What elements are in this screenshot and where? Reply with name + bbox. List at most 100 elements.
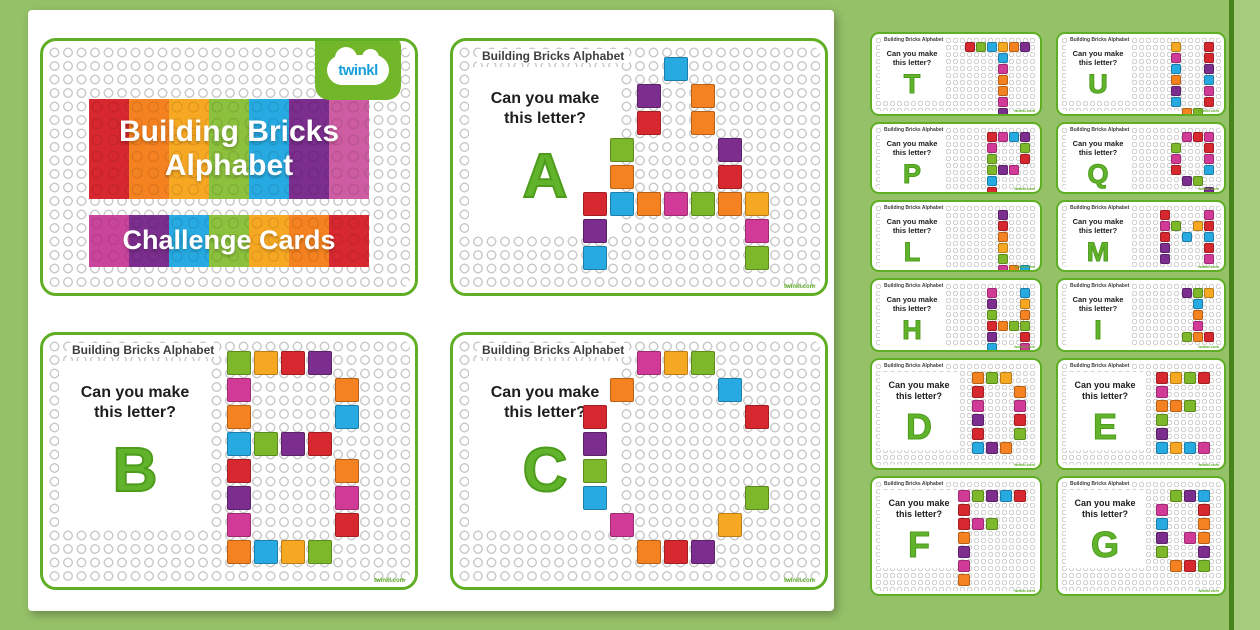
card-letter-f: Building Bricks Alphabet Can you make thi…	[870, 476, 1042, 596]
prompt-text: Can you make this letter?	[886, 295, 938, 313]
brick	[976, 42, 986, 52]
brick	[1204, 254, 1214, 264]
brick	[1204, 75, 1214, 85]
brick	[1171, 64, 1181, 74]
brick-area	[987, 132, 1030, 192]
brick	[1156, 546, 1168, 558]
card-header: Building Bricks Alphabet	[1068, 481, 1132, 487]
brick-area	[1171, 42, 1214, 114]
brick	[691, 111, 715, 135]
brick	[1204, 154, 1214, 164]
brick	[1009, 321, 1019, 331]
card-letter-c: Building Bricks Alphabet Can you make th…	[450, 332, 828, 590]
brick	[1182, 108, 1192, 114]
brick	[637, 111, 661, 135]
banner-segment	[209, 215, 249, 267]
brick	[718, 192, 742, 216]
brick	[1009, 165, 1019, 175]
brick	[1193, 108, 1203, 114]
brick	[610, 378, 634, 402]
brick	[1014, 414, 1026, 426]
brick	[718, 378, 742, 402]
brick	[1020, 143, 1030, 153]
prompt-text: Can you make this letter?	[490, 384, 600, 421]
card-footer: twinkl.com	[1198, 588, 1219, 593]
brick	[987, 299, 997, 309]
brick	[745, 246, 769, 270]
banner-segment	[169, 215, 209, 267]
brick	[583, 432, 607, 456]
brick	[986, 490, 998, 502]
card-header: Building Bricks Alphabet	[477, 343, 630, 357]
brick	[610, 165, 634, 189]
brick	[1184, 490, 1196, 502]
letter-display: E	[1092, 405, 1117, 447]
brick	[1184, 400, 1196, 412]
brick-area	[965, 42, 1030, 114]
brick	[1171, 42, 1181, 52]
banner-segment	[89, 215, 129, 267]
brick	[1198, 504, 1210, 516]
banner-segment	[289, 215, 329, 267]
brick	[1204, 187, 1214, 192]
brick	[1193, 332, 1203, 342]
brick	[1171, 53, 1181, 63]
prompt-text: Can you make this letter?	[888, 498, 950, 519]
card-letter-q: Building Bricks Alphabet Can you make thi…	[1056, 122, 1226, 194]
card-header: Building Bricks Alphabet	[1068, 127, 1132, 133]
brick	[1000, 490, 1012, 502]
brick	[637, 84, 661, 108]
brick	[1014, 400, 1026, 412]
brick	[987, 343, 997, 350]
brick	[986, 518, 998, 530]
brick	[691, 84, 715, 108]
brick-area	[1171, 132, 1214, 192]
brick	[987, 143, 997, 153]
brick	[998, 165, 1008, 175]
brick	[664, 192, 688, 216]
brick	[691, 540, 715, 564]
prompt-text: Can you make this letter?	[886, 139, 938, 157]
card-letter-t: Building Bricks Alphabet Can you make thi…	[870, 32, 1042, 116]
brick	[972, 400, 984, 412]
letter-display: A	[522, 141, 569, 212]
text-column: Can you make this letter? T	[880, 43, 944, 100]
brick	[1156, 518, 1168, 530]
brick	[1204, 132, 1214, 142]
letter-display: U	[1088, 69, 1108, 100]
brick	[972, 414, 984, 426]
card-header: Building Bricks Alphabet	[882, 283, 946, 289]
card-letter-b: Building Bricks Alphabet Can you make th…	[40, 332, 418, 590]
card-letter-e: Building Bricks Alphabet Can you make thi…	[1056, 358, 1226, 470]
letter-display: B	[112, 435, 159, 506]
brick	[583, 405, 607, 429]
prompt-text: Can you make this letter?	[490, 90, 600, 127]
brick	[1156, 386, 1168, 398]
card-header: Building Bricks Alphabet	[882, 37, 946, 43]
brick	[1171, 143, 1181, 153]
prompt-text: Can you make this letter?	[80, 384, 190, 421]
letter-display: I	[1094, 315, 1102, 346]
card-letter-u: Building Bricks Alphabet Can you make thi…	[1056, 32, 1226, 116]
brick	[1014, 428, 1026, 440]
card-letter-i: Building Bricks Alphabet Can you make thi…	[1056, 278, 1226, 352]
brick	[987, 154, 997, 164]
brick	[308, 351, 332, 375]
card-header: Building Bricks Alphabet	[1068, 283, 1132, 289]
brick	[1170, 442, 1182, 454]
brick	[1160, 243, 1170, 253]
brick	[610, 192, 634, 216]
brick	[745, 405, 769, 429]
card-letter-p: Building Bricks Alphabet Can you make thi…	[870, 122, 1042, 194]
text-column: Can you make this letter? B	[59, 361, 211, 529]
brick	[972, 490, 984, 502]
brick	[965, 42, 975, 52]
brick	[1184, 532, 1196, 544]
brick	[998, 108, 1008, 114]
brick	[987, 332, 997, 342]
brick	[987, 310, 997, 320]
brick	[1156, 442, 1168, 454]
prompt-text: Can you make this letter?	[886, 49, 938, 67]
brick	[1193, 288, 1203, 298]
card-footer: twinkl.com	[783, 578, 815, 584]
